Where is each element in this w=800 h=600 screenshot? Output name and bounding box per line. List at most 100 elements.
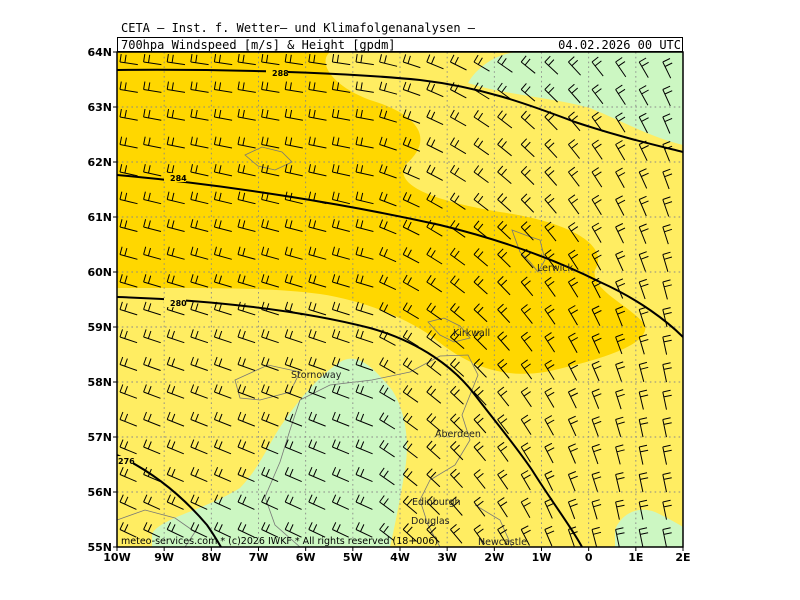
wind-barb <box>213 81 233 93</box>
wind-barb <box>567 249 579 270</box>
wind-barb <box>379 495 395 514</box>
wind-barb <box>355 164 374 177</box>
wind-barb <box>143 136 162 149</box>
wind-barb <box>308 494 326 510</box>
longitude-label: 0 <box>585 551 593 564</box>
wind-barb <box>355 136 374 149</box>
wind-barb <box>237 494 255 510</box>
wind-barb <box>662 472 672 493</box>
wind-barb <box>426 413 441 432</box>
wind-barb <box>450 302 465 322</box>
contour-276 <box>117 454 222 547</box>
wind-barb <box>497 497 508 518</box>
wind-barb <box>426 302 442 321</box>
wind-barb <box>473 192 489 211</box>
wind-barb <box>355 439 373 455</box>
coast-england <box>474 504 513 547</box>
wind-barb <box>237 522 255 538</box>
wind-barb <box>190 466 208 483</box>
wind-barb <box>426 164 443 181</box>
wind-barb <box>213 164 233 177</box>
wind-barb <box>331 329 350 344</box>
wind-barb <box>143 274 162 288</box>
wind-barb <box>355 274 374 288</box>
wind-barb <box>473 248 489 267</box>
wind-barb <box>473 110 490 128</box>
wind-barb <box>190 81 209 93</box>
wind-barb <box>638 527 649 547</box>
wind-barb <box>355 522 373 538</box>
wind-barb <box>213 411 232 427</box>
wind-barb <box>615 527 625 547</box>
coast-orkney <box>427 317 471 343</box>
wind-barb <box>308 411 326 427</box>
wind-barb <box>497 137 512 157</box>
wind-barbs <box>119 54 673 547</box>
wind-barb <box>213 136 233 149</box>
wind-barb <box>402 274 420 292</box>
wind-barb <box>662 168 673 190</box>
wind-barb <box>237 356 256 371</box>
coast-faroe <box>244 146 293 171</box>
wind-barb <box>591 305 602 326</box>
map-datetime: 04.02.2026 00 UTC <box>558 38 681 52</box>
wind-barb <box>426 357 442 376</box>
wind-barb <box>261 54 280 66</box>
wind-barb <box>402 467 418 487</box>
wind-barb <box>449 192 466 210</box>
wind-barb <box>355 411 373 427</box>
wind-barb <box>143 494 161 510</box>
wind-barb <box>615 167 626 189</box>
wind-barb <box>143 411 161 427</box>
wind-barb <box>331 356 350 371</box>
wind-barb <box>544 276 556 297</box>
latitude-label: 57N <box>87 431 112 444</box>
wind-barb <box>473 469 486 489</box>
height-contours <box>117 68 683 547</box>
contour-label-276: 276 <box>118 457 135 466</box>
latitude-label: 62N <box>87 156 112 169</box>
wind-barb <box>615 472 625 493</box>
wind-barb <box>520 359 533 380</box>
wind-barb <box>237 109 256 121</box>
wind-barb <box>473 165 489 184</box>
city-stornoway: Stornoway <box>291 370 342 381</box>
wind-barb <box>190 411 208 427</box>
wind-barb <box>402 81 421 96</box>
wind-barb <box>261 384 279 399</box>
wind-barb <box>355 494 373 510</box>
wind-barb <box>379 246 397 263</box>
wind-barb <box>261 81 280 93</box>
wind-barb <box>308 81 327 93</box>
longitude-label: 5W <box>343 551 363 564</box>
wind-barb <box>544 470 555 491</box>
wind-barb <box>567 332 579 354</box>
wind-barb <box>497 165 512 184</box>
wind-barb <box>166 384 185 399</box>
wind-barb <box>284 439 302 455</box>
wind-barb <box>284 164 303 177</box>
wind-barb <box>308 246 327 260</box>
wind-barb <box>308 164 327 177</box>
wind-barb <box>591 167 603 188</box>
wind-barb <box>449 164 466 182</box>
wind-barb <box>379 219 397 235</box>
wind-barb <box>166 81 186 93</box>
wind-barb <box>473 358 487 378</box>
wind-barb <box>473 137 490 156</box>
contour-label-288: 288 <box>272 69 289 78</box>
wind-barb <box>190 439 208 455</box>
wind-barb <box>402 385 419 403</box>
wind-barb <box>662 196 673 217</box>
wind-barb <box>473 524 485 545</box>
wind-barb <box>662 527 672 547</box>
wind-barb <box>520 497 531 519</box>
wind-barb <box>568 83 581 104</box>
wind-barb <box>567 277 579 298</box>
wind-barb <box>119 301 138 316</box>
wind-barb <box>143 81 162 93</box>
latitude-label: 64N <box>87 46 112 59</box>
wind-barb <box>520 331 533 352</box>
wind-barb <box>450 358 465 377</box>
wind-barb <box>119 522 137 538</box>
